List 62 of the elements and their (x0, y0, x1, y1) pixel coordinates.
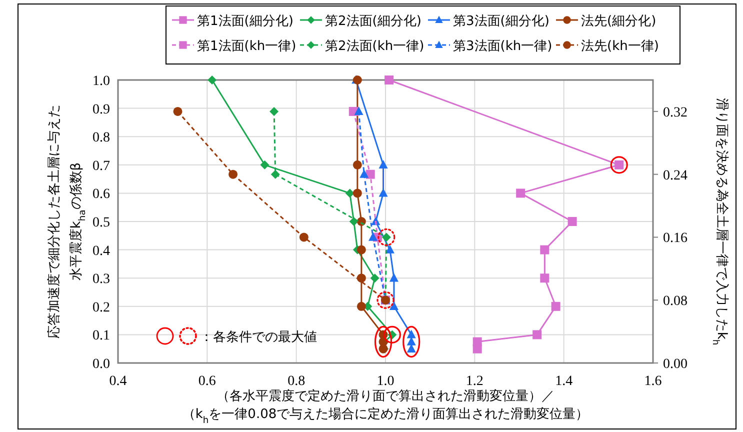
point (368, 232, 378, 241)
point (540, 245, 550, 254)
point (352, 160, 362, 170)
point (568, 217, 577, 226)
legend-label: 第2法面(kh一律) (325, 39, 424, 54)
x-axis-title: （各水平震度で定めた滑り面で算出された滑動変位量）／（k$_{h}$を一律0.08で与えた場合に定めた滑り面算出された滑動変位量） (182, 388, 589, 426)
point (270, 106, 279, 116)
y2-tick-label: 0.16 (663, 231, 688, 246)
point (370, 274, 380, 283)
point (352, 188, 362, 198)
y2-tick-label: 0.00 (663, 357, 688, 372)
point (366, 170, 375, 179)
legend-label: 法先(kh一律) (581, 39, 659, 54)
y-tick-label: 0.8 (92, 130, 110, 146)
y-tick-label: 0.9 (92, 102, 110, 118)
point (389, 273, 398, 282)
point (516, 188, 526, 198)
x-tick-label: 0.6 (198, 374, 216, 389)
point (384, 76, 394, 84)
y-tick-label: 0.5 (92, 216, 110, 230)
y2-tick-label: 0.24 (663, 168, 688, 184)
y-tick-label: 0.2 (92, 300, 110, 316)
y2-tick-label: 0.08 (663, 294, 688, 310)
point (228, 170, 238, 179)
point (345, 188, 354, 198)
y-tick-label: 0.1 (92, 328, 110, 344)
y-tick-label: 0.0 (92, 357, 110, 372)
y-tick-label: 0.3 (92, 272, 110, 288)
point (551, 302, 560, 311)
y-tick-label: 0.4 (92, 244, 110, 259)
legend-label: 第2法面(細分化) (325, 14, 422, 29)
x-tick-label: 1.0 (376, 374, 394, 389)
legend-label: 第1法面(kh一律) (197, 39, 296, 54)
point (270, 170, 280, 179)
point (356, 245, 366, 254)
point (378, 160, 388, 168)
point (260, 160, 270, 170)
point (208, 76, 217, 84)
point (360, 169, 369, 178)
legend-label: 法先(細分化) (581, 14, 656, 29)
point (532, 330, 542, 340)
x-tick-label: 1.6 (644, 374, 662, 389)
point (173, 106, 182, 116)
y-tick-label: 0.7 (92, 158, 110, 174)
legend-label: 第1法面(細分化) (197, 14, 294, 29)
y2-tick-label: 0.32 (663, 105, 688, 120)
x-tick-label: 0.4 (109, 374, 127, 389)
point (299, 232, 308, 242)
point (356, 302, 366, 311)
point (356, 274, 366, 283)
point (354, 106, 364, 116)
y-tick-label: 0.6 (92, 187, 110, 202)
y-tick-label: 1.0 (92, 74, 110, 89)
x-tick-label: 0.8 (288, 374, 306, 389)
annotation: ：各条件での最大値 (200, 330, 317, 345)
x-tick-label: 1.4 (555, 374, 573, 389)
legend-label: 第3法面(細分化) (453, 14, 550, 29)
x-tick-label: 1.2 (466, 374, 484, 389)
point (472, 344, 482, 354)
point (406, 330, 416, 338)
point (540, 274, 550, 283)
legend-label: 第3法面(kh一律) (453, 39, 552, 54)
